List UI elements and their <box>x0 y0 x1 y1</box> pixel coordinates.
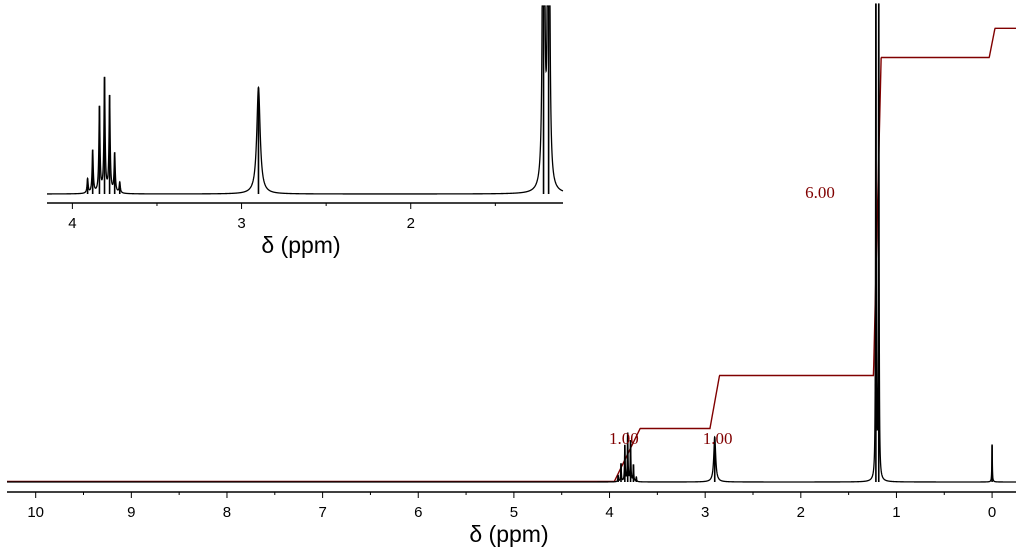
x-axis-title: δ (ppm) <box>469 521 548 547</box>
x-tick-label: 2 <box>797 504 805 521</box>
integral-curve <box>7 27 1016 483</box>
inset-spectrum-line <box>47 5 564 195</box>
inset-x-axis-title: δ (ppm) <box>261 232 340 258</box>
x-tick-label: 0 <box>988 504 996 521</box>
x-tick-label: 6 <box>414 504 422 521</box>
inset-spectrum-panel: 4 3 2 δ (ppm) <box>47 5 564 258</box>
integral-value-label: 1.00 <box>609 429 639 448</box>
x-tick-label: 3 <box>701 504 709 521</box>
x-tick-label: 10 <box>27 504 44 521</box>
x-tick-label: 9 <box>127 504 135 521</box>
x-tick-label: 5 <box>510 504 518 521</box>
x-tick-label: 8 <box>223 504 231 521</box>
main-spectrum-panel: 10 9 8 7 6 5 4 3 2 1 0δ (ppm)1.00 1.006.00 <box>7 3 1016 547</box>
inset-x-tick-label: 2 <box>407 215 415 232</box>
inset-x-tick-label: 3 <box>237 215 245 232</box>
spectrum-line <box>7 3 1016 483</box>
integral-value-label: 6.00 <box>805 183 835 202</box>
x-tick-label: 1 <box>892 504 900 521</box>
inset-x-tick-label: 4 <box>68 215 76 232</box>
integral-value-label: 1.00 <box>703 429 733 448</box>
x-tick-label: 7 <box>318 504 326 521</box>
x-tick-label: 4 <box>605 504 613 521</box>
